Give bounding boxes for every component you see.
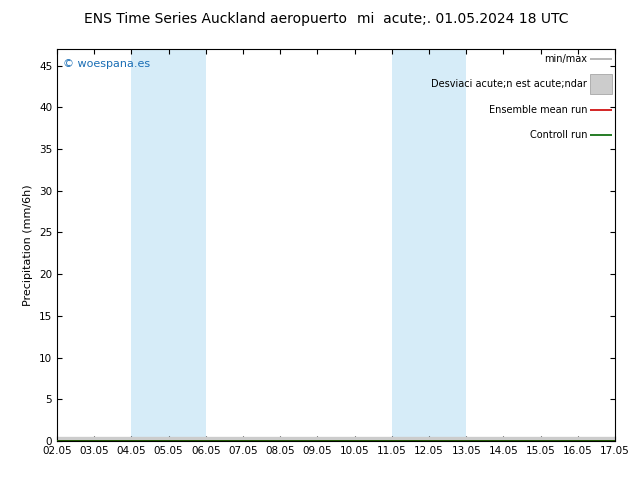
Text: Controll run: Controll run xyxy=(529,130,587,140)
FancyBboxPatch shape xyxy=(590,74,612,94)
Bar xyxy=(131,49,206,441)
Text: Desviaci acute;n est acute;ndar: Desviaci acute;n est acute;ndar xyxy=(431,79,587,89)
Y-axis label: Precipitation (mm/6h): Precipitation (mm/6h) xyxy=(23,184,34,306)
Text: ENS Time Series Auckland aeropuerto: ENS Time Series Auckland aeropuerto xyxy=(84,12,347,26)
Text: min/max: min/max xyxy=(544,54,587,64)
Text: mi  acute;. 01.05.2024 18 UTC: mi acute;. 01.05.2024 18 UTC xyxy=(357,12,569,26)
Text: Ensemble mean run: Ensemble mean run xyxy=(489,105,587,115)
Text: © woespana.es: © woespana.es xyxy=(63,59,150,69)
Bar xyxy=(392,49,466,441)
